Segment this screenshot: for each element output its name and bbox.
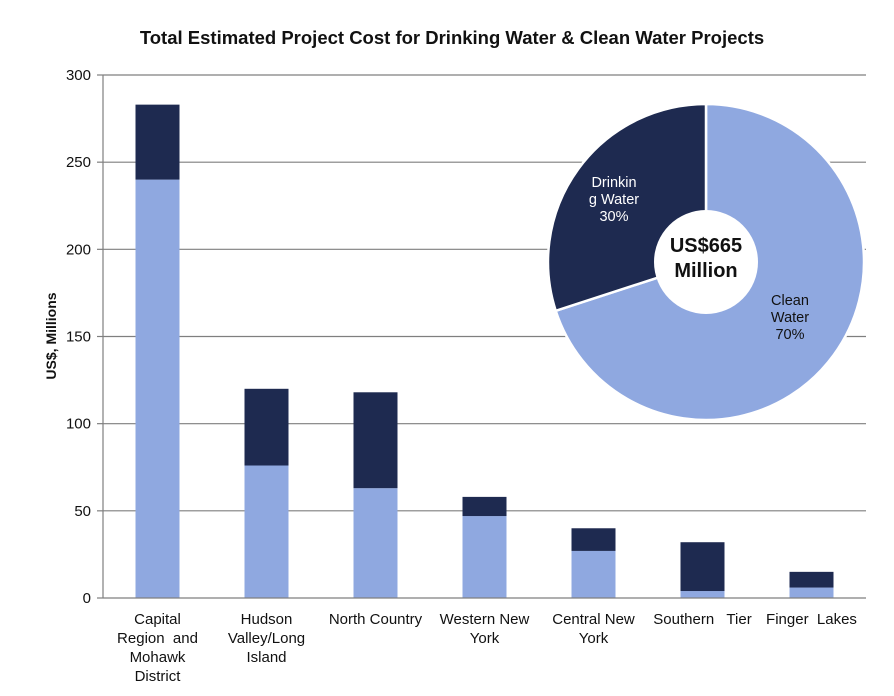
x-tick-label: Central New <box>552 611 635 628</box>
x-tick-label: Finger Lakes <box>766 611 857 628</box>
x-tick-label: Southern Tier <box>653 611 751 628</box>
pie-label-1: Water <box>771 310 809 326</box>
bar-clean-4 <box>571 550 616 598</box>
x-tick-label: Valley/Long <box>228 630 305 647</box>
bar-drinking-6 <box>789 571 834 588</box>
y-tick-label: 50 <box>74 503 91 520</box>
pie-label-1: Clean <box>771 293 809 309</box>
pie-label-0: 30% <box>599 209 628 225</box>
x-tick-label: York <box>579 630 609 647</box>
pie-label-1: 70% <box>775 327 804 343</box>
bar-drinking-1 <box>244 388 289 466</box>
x-tick-label: Mohawk <box>130 649 186 666</box>
x-tick-label: Western New <box>440 611 530 628</box>
y-tick-label: 0 <box>83 590 91 607</box>
bar-clean-1 <box>244 465 289 598</box>
bar-drinking-4 <box>571 528 616 551</box>
bar-clean-6 <box>789 587 834 598</box>
y-tick-label: 250 <box>66 154 91 171</box>
bar-drinking-2 <box>353 392 398 489</box>
x-tick-label: Island <box>246 649 286 666</box>
y-tick-label: 300 <box>66 67 91 84</box>
chart-title: Total Estimated Project Cost for Drinkin… <box>140 27 764 48</box>
bar-drinking-5 <box>680 542 725 592</box>
x-tick-label: District <box>135 668 182 685</box>
y-tick-label: 200 <box>66 241 91 258</box>
x-tick-label: Region and <box>117 630 198 647</box>
x-tick-label: Capital <box>134 611 181 628</box>
x-tick-label: Hudson <box>241 611 293 628</box>
bar-clean-0 <box>135 179 180 598</box>
pie-label-0: g Water <box>589 192 639 208</box>
bars <box>135 104 834 598</box>
y-tick-label: 100 <box>66 416 91 433</box>
bar-clean-2 <box>353 488 398 598</box>
y-axis-label: US$, Millions <box>43 292 59 379</box>
pie-label-0: Drinkin <box>591 175 636 191</box>
pie-center-hole <box>654 210 758 314</box>
y-tick-label: 150 <box>66 329 91 346</box>
axes: 0 50 100 150 200 250 300 Capital Region and Mohaw… <box>66 67 866 685</box>
bar-clean-3 <box>462 516 507 598</box>
pie-center-label: US$665 <box>670 235 742 257</box>
bar-clean-5 <box>680 591 725 598</box>
pie-center-label: Million <box>674 260 737 282</box>
bar-drinking-0 <box>135 104 180 180</box>
grid-lines <box>103 74 866 512</box>
x-tick-label: York <box>470 630 500 647</box>
x-tick-label: North Country <box>329 611 423 628</box>
bar-drinking-3 <box>462 496 507 517</box>
